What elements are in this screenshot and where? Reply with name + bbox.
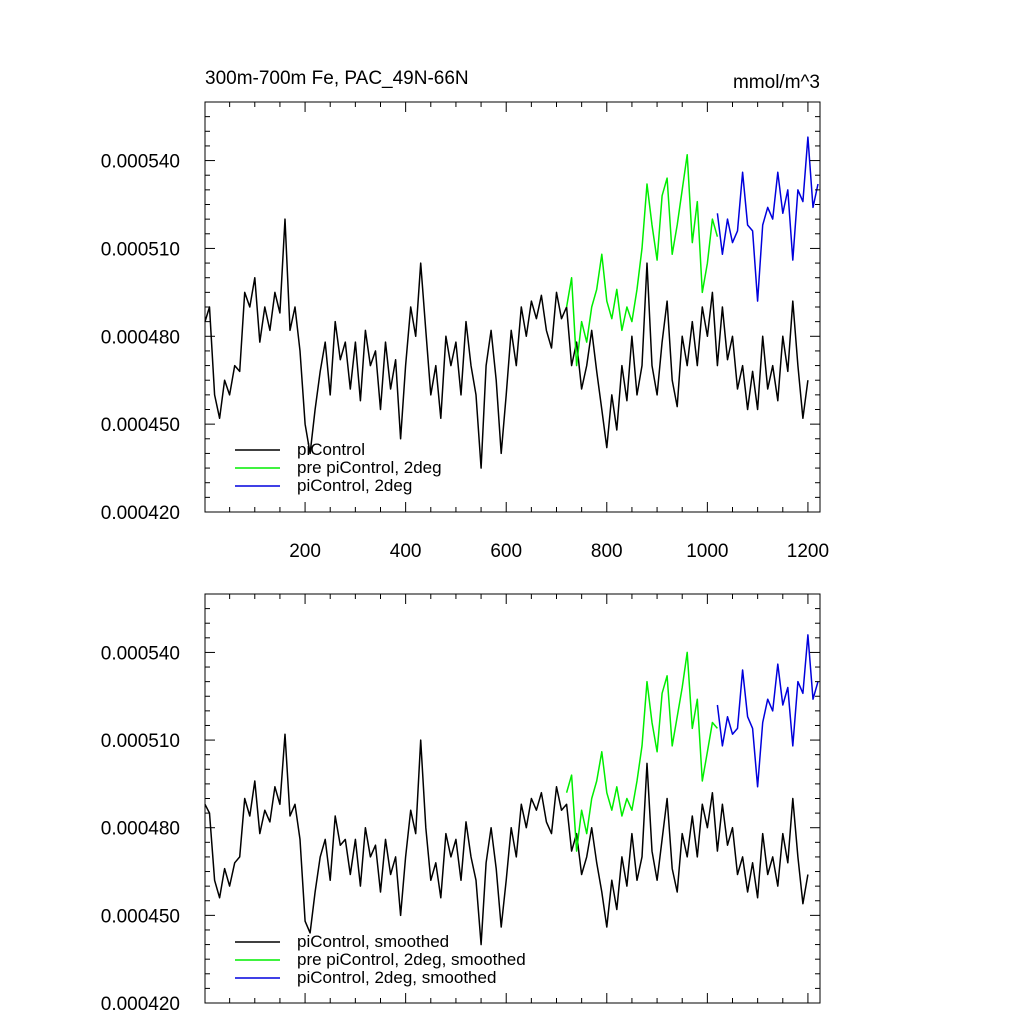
x-tick-label: 200 (289, 541, 321, 562)
x-tick-label: 800 (591, 541, 623, 562)
legend-label: piControl, 2deg, smoothed (297, 968, 496, 987)
x-tick-label: 400 (390, 541, 422, 562)
legend-label: pre piControl, 2deg, smoothed (297, 950, 526, 969)
y-tick-label: 0.000420 (101, 503, 180, 524)
x-tick-label: 1200 (787, 541, 829, 562)
series-line-2 (716, 634, 819, 788)
legend-label: piControl (297, 440, 365, 459)
y-tick-label: 0.000540 (101, 152, 180, 173)
top-panel: 0.000420 0.000450 0.000480 0.000510 0.000540… (101, 101, 829, 562)
y-tick-label: 0.000510 (101, 239, 180, 260)
series-line-2 (716, 136, 819, 302)
y-tick-label: 0.000540 (101, 643, 180, 664)
y-tick-label: 0.000450 (101, 906, 180, 927)
y-tick-label: 0.000510 (101, 731, 180, 752)
series-line-0 (204, 733, 809, 946)
series-line-0 (204, 218, 809, 469)
x-tick-label: 1000 (686, 541, 728, 562)
bottom-panel: 0.000420 0.000450 0.000480 0.000510 0.000540… (101, 593, 821, 1015)
y-tick-label: 0.000420 (101, 994, 180, 1015)
chart-title: 300m-700m Fe, PAC_49N-66N (205, 68, 469, 89)
series-line-1 (565, 153, 719, 367)
units-label: mmol/m^3 (733, 72, 820, 93)
y-tick-label: 0.000450 (101, 415, 180, 436)
legend-label: piControl, 2deg (297, 476, 412, 495)
x-tick-label: 600 (490, 541, 522, 562)
series-line-1 (565, 651, 718, 852)
legend-label: piControl, smoothed (297, 932, 449, 951)
legend-label: pre piControl, 2deg (297, 458, 442, 477)
y-tick-label: 0.000480 (101, 327, 180, 348)
y-tick-label: 0.000480 (101, 819, 180, 840)
